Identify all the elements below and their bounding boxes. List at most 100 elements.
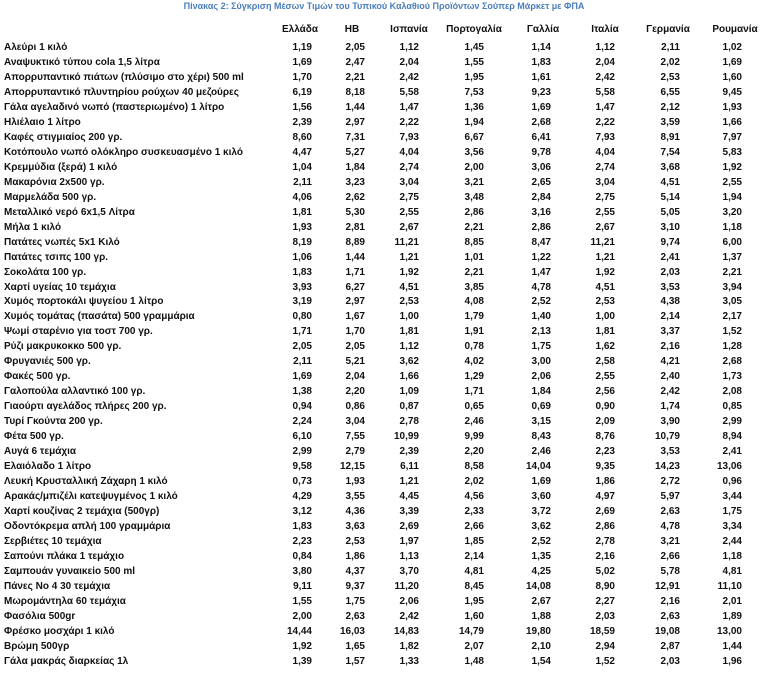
cell: 2,20 bbox=[345, 386, 365, 398]
cell: 0,86 bbox=[345, 401, 365, 413]
cell: 2,66 bbox=[660, 550, 680, 562]
cell: 2,46 bbox=[464, 416, 484, 428]
cell: 1,33 bbox=[399, 655, 419, 667]
cell: 8,76 bbox=[595, 431, 615, 443]
cell: 3,60 bbox=[531, 491, 551, 503]
cell: 1,93 bbox=[345, 476, 365, 488]
cell: 2,63 bbox=[660, 506, 680, 518]
cell: 5,78 bbox=[660, 565, 680, 577]
cell: 7,55 bbox=[345, 431, 365, 443]
cell: 13,06 bbox=[716, 461, 742, 473]
cell: 2,42 bbox=[660, 386, 680, 398]
cell: 7,31 bbox=[345, 131, 365, 143]
cell: 2,06 bbox=[399, 595, 419, 607]
row-label: Χαρτί κουζίνας 2 τεμάχια (500γρ) bbox=[4, 506, 160, 518]
cell: 1,71 bbox=[345, 266, 365, 278]
cell: 2,62 bbox=[345, 191, 365, 203]
row-label: Βρώμη 500γρ bbox=[4, 640, 70, 652]
row-label: Γάλα αγελαδινό νωπό (παστεριωμένο) 1 λίτ… bbox=[4, 101, 225, 113]
cell: 9,23 bbox=[531, 86, 551, 98]
cell: 3,90 bbox=[660, 416, 680, 428]
cell: 4,25 bbox=[531, 565, 551, 577]
cell: 2,78 bbox=[399, 416, 419, 428]
cell: 1,75 bbox=[531, 341, 551, 353]
cell: 0,94 bbox=[292, 401, 312, 413]
cell: 1,54 bbox=[531, 655, 551, 667]
cell: 2,52 bbox=[531, 296, 551, 308]
cell: 1,40 bbox=[531, 311, 551, 323]
cell: 5,05 bbox=[660, 206, 680, 218]
row-label: Κοτόπουλο νωπό ολόκληρο συσκευασμένο 1 κ… bbox=[4, 146, 243, 158]
row-label: Πάνες Νο 4 30 τεμάχια bbox=[4, 580, 111, 592]
cell: 1,35 bbox=[531, 550, 551, 562]
cell: 2,69 bbox=[595, 506, 615, 518]
cell: 8,91 bbox=[660, 131, 680, 143]
cell: 2,10 bbox=[531, 640, 551, 652]
cell: 2,97 bbox=[345, 296, 365, 308]
row-label: Φρυγανιές 500 γρ. bbox=[4, 356, 91, 368]
cell: 1,29 bbox=[464, 371, 484, 383]
cell: 1,70 bbox=[292, 71, 312, 83]
row-label: Αυγά 6 τεμάχια bbox=[4, 446, 77, 458]
cell: 2,53 bbox=[660, 71, 680, 83]
cell: 1,21 bbox=[399, 251, 419, 263]
cell: 2,63 bbox=[345, 610, 365, 622]
cell: 5,21 bbox=[345, 356, 365, 368]
cell: 4,47 bbox=[292, 146, 312, 158]
cell: 1,70 bbox=[345, 326, 365, 338]
row-label: Καφές στιγμιαίος 200 γρ. bbox=[4, 131, 123, 143]
cell: 2,65 bbox=[531, 176, 551, 188]
cell: 3,53 bbox=[660, 281, 680, 293]
cell: 1,96 bbox=[722, 655, 742, 667]
cell: 2,86 bbox=[595, 521, 615, 533]
cell: 2,03 bbox=[595, 610, 615, 622]
cell: 2,23 bbox=[595, 446, 615, 458]
row-label: Γάλα μακράς διαρκείας 1λ bbox=[4, 655, 129, 667]
cell: 3,20 bbox=[722, 206, 742, 218]
cell: 8,43 bbox=[531, 431, 551, 443]
cell: 2,00 bbox=[292, 610, 312, 622]
cell: 2,67 bbox=[531, 595, 551, 607]
cell: 2,67 bbox=[399, 221, 419, 233]
cell: 1,22 bbox=[531, 251, 551, 263]
cell: 1,52 bbox=[595, 655, 615, 667]
cell: 1,82 bbox=[399, 640, 419, 652]
cell: 1,69 bbox=[292, 56, 312, 68]
cell: 2,53 bbox=[345, 536, 365, 547]
row-label: Απορρυπαντικό πιάτων (πλύσιμο στο χέρι) … bbox=[4, 71, 244, 83]
cell: 3,04 bbox=[345, 416, 365, 428]
cell: 1,47 bbox=[595, 101, 615, 113]
cell: 1,36 bbox=[464, 101, 484, 113]
cell: 1,81 bbox=[292, 206, 312, 218]
cell: 3,34 bbox=[722, 521, 742, 533]
row-label: Πατάτες νωπές 5x1 Κιλό bbox=[4, 236, 120, 248]
row-label: Κρεμμύδια (ξερά) 1 κιλό bbox=[4, 161, 118, 173]
cell: 2,66 bbox=[464, 521, 484, 533]
cell: 1,88 bbox=[531, 610, 551, 622]
cell: 11,20 bbox=[394, 580, 419, 592]
cell: 2,97 bbox=[345, 116, 365, 128]
cell: 3,37 bbox=[660, 326, 680, 338]
cell: 1,02 bbox=[722, 42, 742, 53]
cell: 2,78 bbox=[595, 536, 615, 547]
cell: 12,91 bbox=[654, 580, 680, 592]
cell: 1,01 bbox=[464, 251, 484, 263]
row-label: Σαπούνι πλάκα 1 τεμάχιο bbox=[4, 550, 125, 562]
cell: 1,69 bbox=[531, 101, 551, 113]
cell: 2,81 bbox=[345, 221, 365, 233]
cell: 8,94 bbox=[722, 431, 742, 443]
cell: 2,74 bbox=[399, 161, 419, 173]
cell: 3,94 bbox=[722, 281, 742, 293]
cell: 2,00 bbox=[464, 161, 484, 173]
cell: 2,02 bbox=[660, 56, 680, 68]
cell: 1,86 bbox=[345, 550, 365, 562]
cell: 1,61 bbox=[531, 71, 551, 83]
row-label: Φακές 500 γρ. bbox=[4, 371, 71, 383]
cell: 1,37 bbox=[722, 251, 742, 263]
cell: 4,51 bbox=[660, 176, 680, 188]
cell: 1,65 bbox=[345, 640, 365, 652]
cell: 2,86 bbox=[531, 221, 551, 233]
cell: 2,21 bbox=[464, 266, 484, 278]
cell: 1,21 bbox=[399, 476, 419, 488]
row-label: Λευκή Κρυσταλλική Ζάχαρη 1 κιλό bbox=[4, 476, 168, 488]
